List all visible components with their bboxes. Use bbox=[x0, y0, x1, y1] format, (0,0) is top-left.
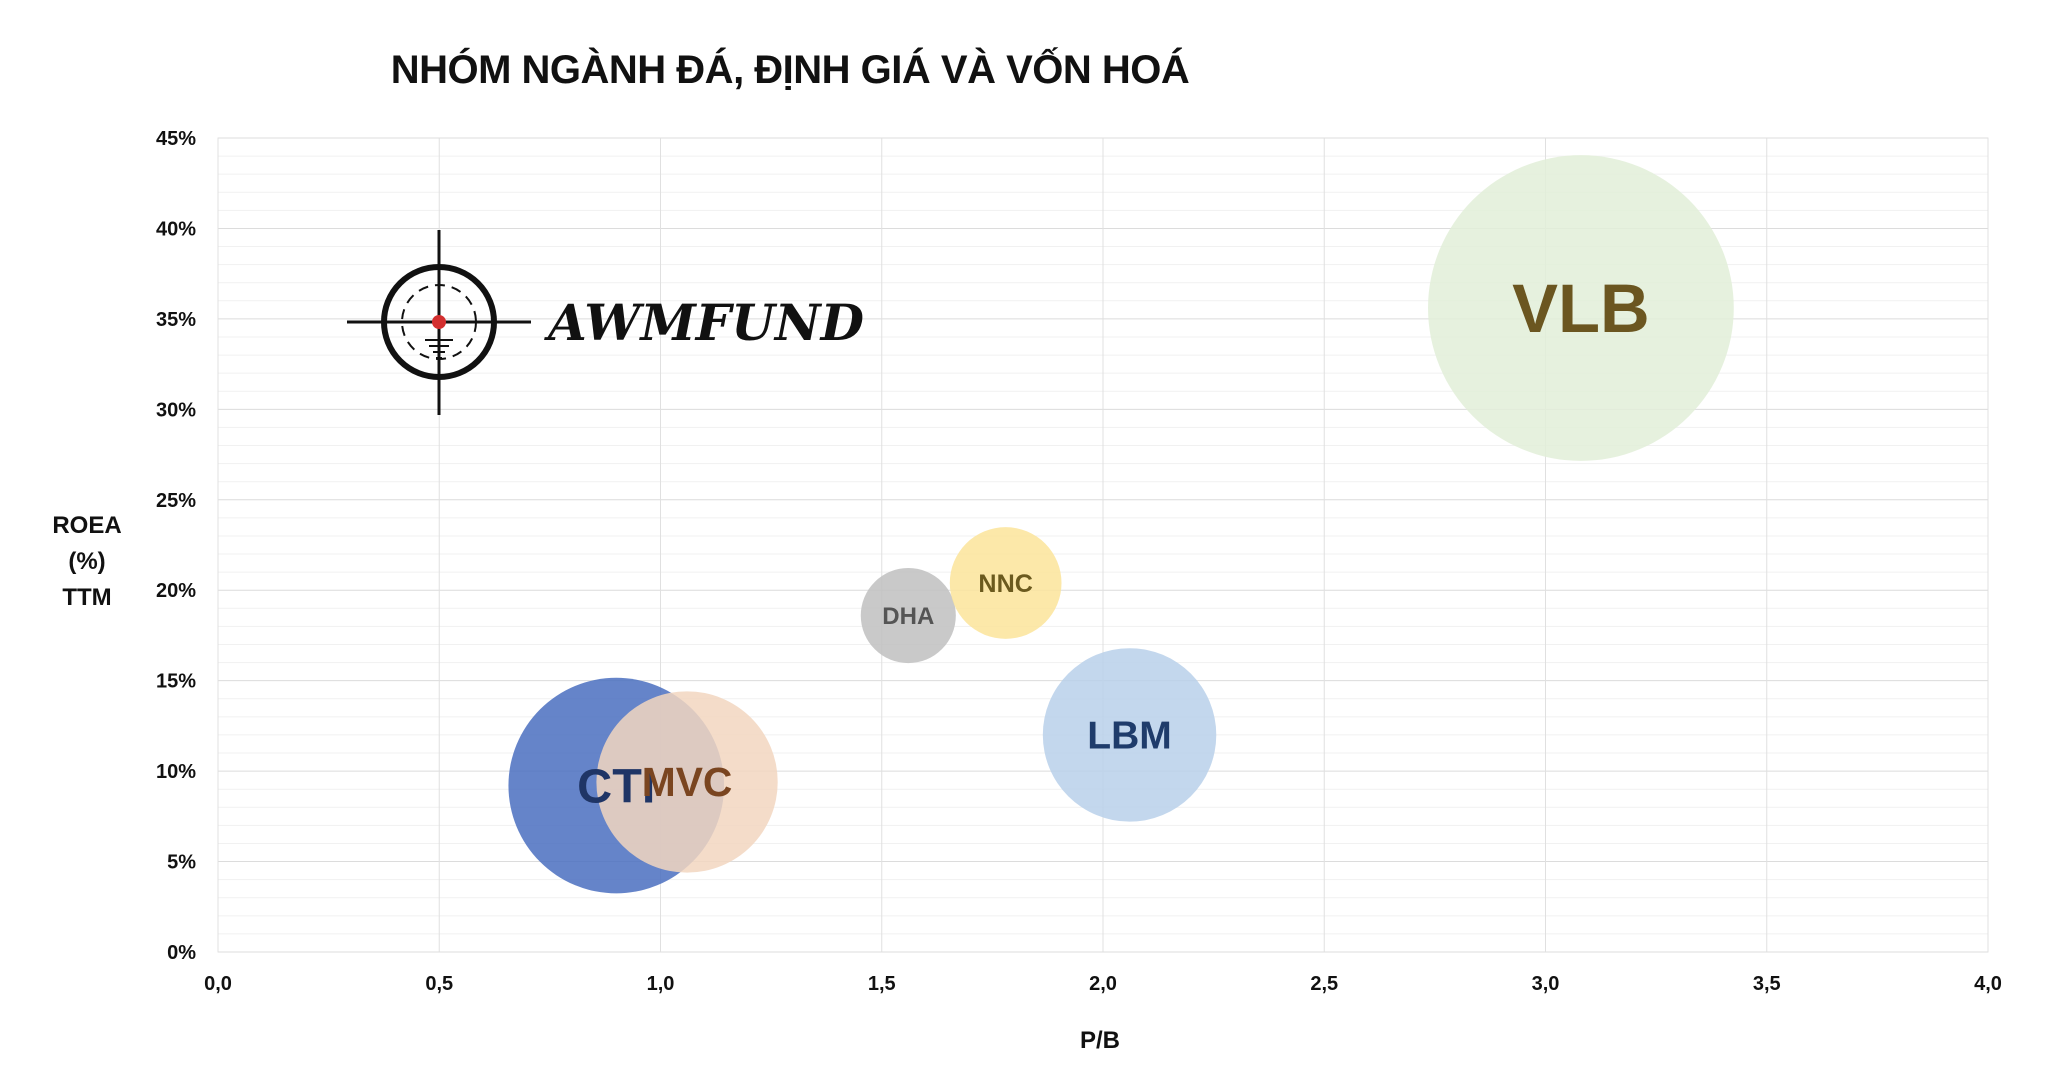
x-tick-label: 2,5 bbox=[1310, 973, 1338, 995]
y-tick-label: 40% bbox=[156, 218, 196, 240]
x-tick-label: 3,5 bbox=[1753, 973, 1781, 995]
y-tick-label: 5% bbox=[167, 852, 196, 874]
y-tick-label: 20% bbox=[156, 580, 196, 602]
logo: AWMFUND bbox=[347, 230, 864, 415]
y-tick-label: 35% bbox=[156, 309, 196, 331]
x-tick-label: 2,0 bbox=[1089, 973, 1117, 995]
y-tick-label: 25% bbox=[156, 490, 196, 512]
x-tick-label: 0,0 bbox=[204, 973, 232, 995]
bubble-dha bbox=[860, 568, 956, 664]
axes: 0% 5% 10% 15% 20% 25% 30% 35% 40% 45% 0,0 0,5 1,0 1,5… bbox=[52, 128, 2002, 1054]
y-tick-label: 45% bbox=[156, 128, 196, 150]
x-axis-title: P/B bbox=[1080, 1027, 1120, 1054]
y-tick-label: 0% bbox=[167, 942, 196, 964]
crosshair-icon bbox=[347, 230, 531, 415]
y-tick-label: 30% bbox=[156, 399, 196, 421]
x-tick-label: 3,0 bbox=[1532, 973, 1560, 995]
bubble-label-cti: CTI bbox=[577, 760, 655, 814]
bubble-label-nnc: NNC bbox=[978, 570, 1032, 598]
bubble-vlb bbox=[1428, 155, 1734, 461]
bubble-label-vlb: VLB bbox=[1512, 270, 1650, 347]
x-tick-label: 1,0 bbox=[647, 973, 675, 995]
x-tick-label: 0,5 bbox=[425, 973, 453, 995]
y-axis-title: (%) bbox=[68, 548, 105, 575]
bubble-mvc bbox=[596, 691, 778, 873]
bubble-nnc bbox=[949, 527, 1062, 639]
bubble-label-mvc: MVC bbox=[642, 759, 733, 805]
y-tick-label: 10% bbox=[156, 761, 196, 783]
bubble-label-lbm: LBM bbox=[1087, 715, 1172, 758]
x-tick-label: 4,0 bbox=[1974, 973, 2002, 995]
y-axis-title: ROEA bbox=[52, 512, 121, 539]
bubble-label-dha: DHA bbox=[882, 603, 934, 630]
y-axis-title: TTM bbox=[62, 584, 111, 611]
logo-text: AWMFUND bbox=[544, 293, 864, 352]
x-tick-label: 1,5 bbox=[868, 973, 896, 995]
bubble-lbm bbox=[1042, 648, 1217, 822]
y-tick-label: 15% bbox=[156, 671, 196, 693]
chart-title: NHÓM NGÀNH ĐÁ, ĐỊNH GIÁ VÀ VỐN HOÁ bbox=[390, 48, 1190, 92]
